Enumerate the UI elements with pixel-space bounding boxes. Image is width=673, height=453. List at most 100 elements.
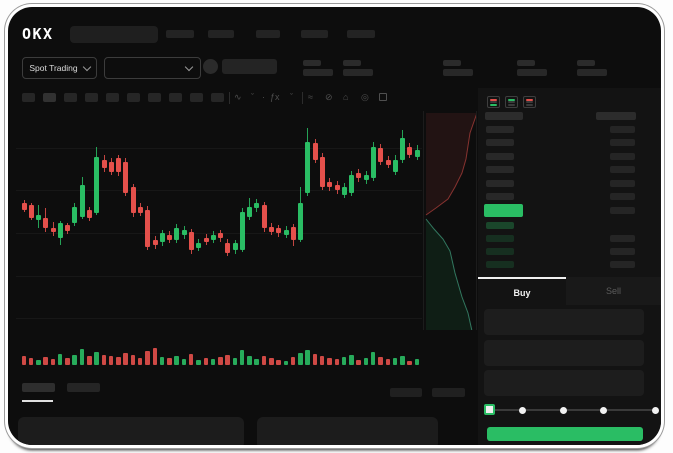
- volume-bar: [239, 350, 245, 365]
- ask-price-placeholder: [486, 193, 514, 200]
- ticker-stat-label-placeholder: [303, 60, 321, 66]
- nav-item-placeholder[interactable]: [347, 30, 375, 38]
- orderbook-ask-row[interactable]: [478, 139, 661, 147]
- price-input[interactable]: [484, 309, 644, 335]
- amount-input[interactable]: [484, 340, 644, 366]
- chart-gridline: [16, 190, 422, 191]
- orderbook-bids-only-icon[interactable]: [505, 96, 518, 108]
- volume-bar: [203, 358, 208, 365]
- candle-body: [305, 142, 311, 193]
- volume-bar: [36, 360, 41, 365]
- buy-button[interactable]: [487, 427, 643, 441]
- orders-panel-placeholder[interactable]: [18, 417, 244, 445]
- amount-slider-handle[interactable]: [484, 404, 495, 415]
- candle-body: [319, 157, 325, 187]
- volume-bar: [312, 354, 318, 365]
- nav-search-placeholder[interactable]: [70, 26, 158, 43]
- market-type-selector[interactable]: Spot Trading: [22, 57, 97, 79]
- candlestick-chart[interactable]: [14, 110, 424, 372]
- orderbook-ask-row[interactable]: [478, 166, 661, 174]
- amount-slider-stop[interactable]: [599, 406, 607, 414]
- orderbook-combined-icon[interactable]: [487, 96, 500, 108]
- orderbook-bid-row[interactable]: [478, 261, 661, 269]
- nav-item-placeholder[interactable]: [166, 30, 194, 38]
- magnet-icon[interactable]: ⊘: [325, 92, 333, 102]
- candle-body: [167, 235, 173, 240]
- candle-body: [72, 207, 78, 223]
- ask-price-placeholder: [486, 179, 514, 187]
- indicators-icon[interactable]: ƒx: [270, 92, 280, 102]
- candle-body: [356, 173, 362, 178]
- chevron-down-icon[interactable]: ˇ: [251, 92, 254, 102]
- ask-amount-placeholder: [610, 193, 635, 200]
- candle-body: [174, 228, 180, 240]
- nav-item-placeholder[interactable]: [208, 30, 234, 38]
- history-panel-placeholder[interactable]: [257, 417, 438, 445]
- candle-body: [232, 243, 238, 250]
- orderbook-bid-row[interactable]: [478, 222, 661, 230]
- orderbook-ask-row[interactable]: [478, 193, 661, 201]
- bid-amount-placeholder: [610, 235, 635, 242]
- amount-slider-stop[interactable]: [559, 406, 567, 414]
- ask-price-placeholder: [486, 139, 514, 147]
- candle-body: [94, 157, 100, 213]
- volume-bar: [269, 358, 274, 365]
- timeframe-chip[interactable]: [211, 93, 224, 102]
- total-input[interactable]: [484, 370, 644, 396]
- camera-icon[interactable]: ⌂: [343, 92, 349, 102]
- volume-bar: [218, 357, 223, 365]
- interval-dot-icon[interactable]: ·: [262, 92, 265, 102]
- bid-price-placeholder: [486, 261, 514, 268]
- orderbook-ask-row[interactable]: [478, 179, 661, 188]
- bottom-tab-underline: [22, 400, 53, 402]
- timeframe-chip[interactable]: [127, 93, 140, 102]
- orderbook-last-price[interactable]: [484, 204, 523, 217]
- pair-dropdown[interactable]: [104, 57, 201, 79]
- candle-body: [130, 187, 136, 213]
- amount-slider-stop[interactable]: [518, 406, 526, 414]
- timeframe-chip[interactable]: [43, 93, 56, 102]
- timeframe-chip[interactable]: [22, 93, 35, 102]
- timeframe-chip[interactable]: [169, 93, 182, 102]
- chevron-down-icon[interactable]: ˇ: [290, 92, 293, 102]
- candle-body: [392, 160, 398, 172]
- volume-bar: [210, 359, 216, 365]
- volume-bar: [87, 356, 92, 365]
- amount-slider-track[interactable]: [489, 409, 655, 411]
- candle-body: [378, 148, 384, 162]
- orderbook-bid-row[interactable]: [478, 248, 661, 256]
- fullscreen-icon[interactable]: [379, 93, 387, 101]
- tab-sell[interactable]: Sell: [566, 277, 661, 305]
- settings-icon[interactable]: ◎: [361, 92, 369, 102]
- timeframe-chip[interactable]: [190, 93, 203, 102]
- volume-bar: [101, 355, 107, 365]
- volume-bar: [327, 358, 332, 365]
- orderbook-ask-row[interactable]: [478, 126, 661, 134]
- ticker-stat-label-placeholder: [517, 60, 535, 66]
- nav-item-placeholder[interactable]: [301, 30, 328, 38]
- ticker-stat-value-placeholder: [577, 69, 607, 76]
- amount-slider-stop[interactable]: [651, 406, 659, 414]
- timeframe-chip[interactable]: [64, 93, 77, 102]
- timeframe-chip[interactable]: [85, 93, 98, 102]
- volume-bar: [65, 358, 70, 365]
- line-tools-icon[interactable]: ≈: [308, 92, 313, 102]
- orderbook-ask-row[interactable]: [478, 152, 661, 161]
- ticker-stat-label-placeholder: [443, 60, 461, 66]
- timeframe-chip[interactable]: [148, 93, 161, 102]
- bottom-tab-inactive[interactable]: [67, 383, 100, 392]
- orderbook-bid-row[interactable]: [478, 235, 661, 243]
- volume-bar: [341, 357, 347, 365]
- candle-body: [43, 218, 49, 228]
- tab-buy[interactable]: Buy: [478, 277, 566, 307]
- orderbook-asks-only-icon[interactable]: [523, 96, 536, 108]
- volume-bar: [283, 361, 289, 365]
- toolbar-divider: [229, 92, 230, 104]
- candle-style-icon[interactable]: ∿: [234, 92, 242, 102]
- timeframe-chip[interactable]: [106, 93, 119, 102]
- candle-body: [239, 212, 245, 250]
- nav-item-placeholder[interactable]: [256, 30, 280, 38]
- volume-bar: [159, 357, 165, 365]
- pair-name-placeholder: [222, 59, 277, 74]
- bottom-tab-active[interactable]: [22, 383, 55, 392]
